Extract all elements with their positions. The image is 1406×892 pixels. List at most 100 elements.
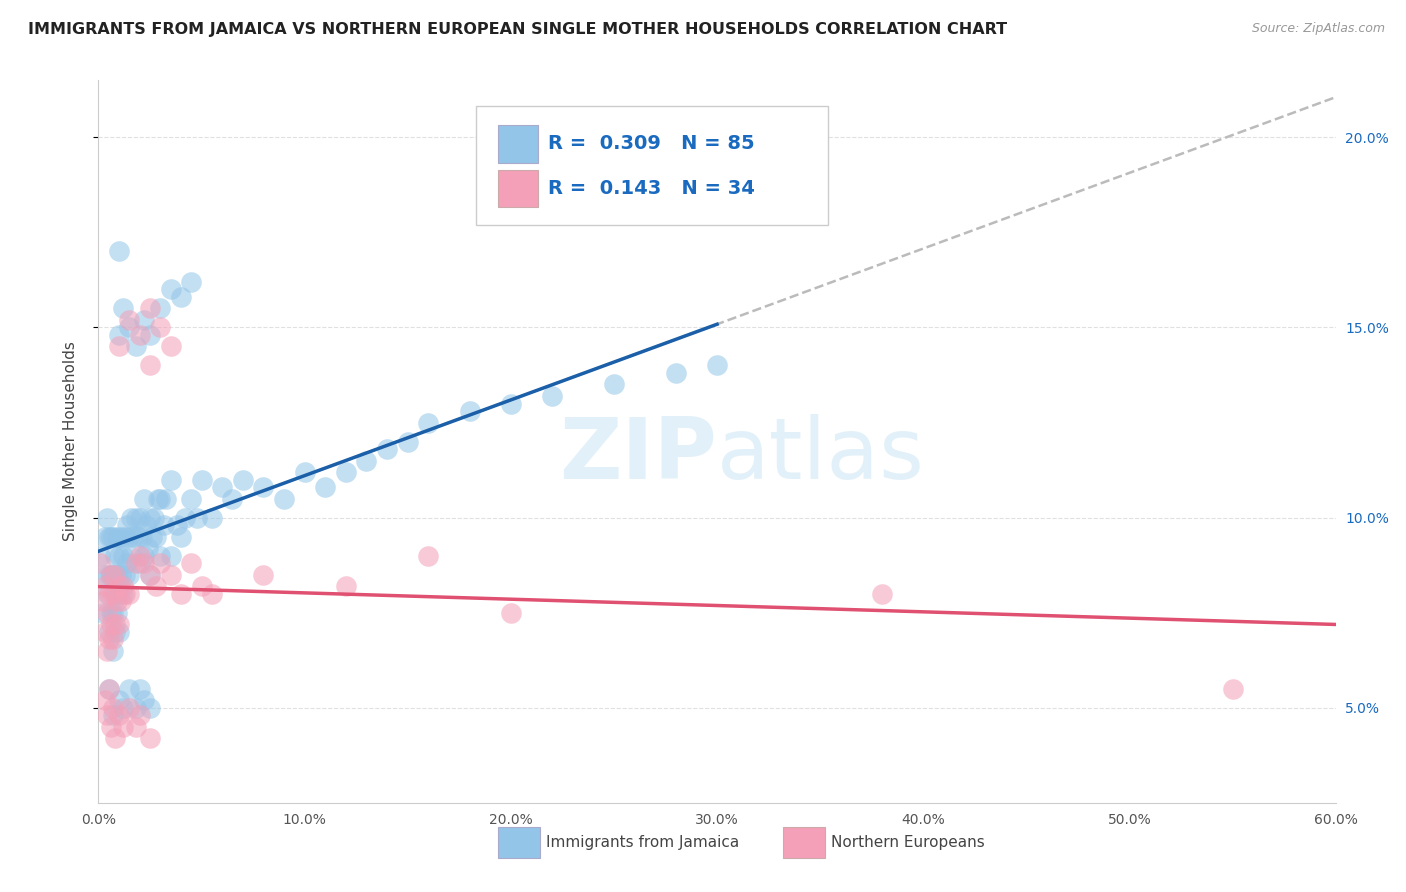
Point [118, 313, 141, 327]
FancyBboxPatch shape [783, 827, 825, 858]
Point [132, 549, 155, 563]
Point [108, 549, 131, 563]
Point [128, 549, 150, 563]
Point [139, 567, 162, 582]
Point [100, 567, 122, 582]
Text: atlas: atlas [717, 415, 925, 498]
Point [93, 530, 115, 544]
Point [139, 328, 162, 343]
Point [118, 700, 141, 714]
Point [190, 579, 212, 593]
Point [128, 510, 150, 524]
Point [100, 567, 122, 582]
Text: Northern Europeans: Northern Europeans [831, 835, 984, 850]
Point [153, 518, 176, 533]
Point [118, 320, 141, 334]
Point [104, 567, 127, 582]
Point [110, 530, 132, 544]
Point [136, 541, 159, 555]
Point [112, 549, 135, 563]
Point [108, 617, 131, 632]
Point [112, 301, 135, 316]
Point [108, 244, 131, 259]
Point [159, 567, 181, 582]
Point [101, 567, 124, 582]
Point [180, 491, 202, 506]
Point [112, 587, 135, 601]
Point [603, 377, 626, 392]
Point [132, 693, 155, 707]
Point [105, 567, 128, 582]
Point [128, 681, 150, 696]
Point [211, 480, 233, 494]
Point [89, 549, 111, 563]
Point [97, 681, 120, 696]
Point [149, 320, 172, 334]
Point [97, 587, 120, 601]
Point [112, 579, 135, 593]
Point [273, 491, 295, 506]
Point [97, 567, 120, 582]
Point [141, 530, 163, 544]
Point [132, 313, 155, 327]
Point [91, 594, 114, 608]
Point [120, 549, 142, 563]
Point [375, 442, 398, 457]
Point [135, 518, 157, 533]
Point [112, 720, 135, 734]
Point [108, 693, 131, 707]
Point [458, 404, 481, 418]
Point [100, 530, 122, 544]
Point [149, 549, 172, 563]
Point [120, 510, 142, 524]
Point [159, 549, 181, 563]
Point [104, 617, 127, 632]
Point [170, 290, 193, 304]
Point [155, 491, 177, 506]
Point [104, 587, 127, 601]
Point [101, 643, 124, 657]
Point [139, 700, 162, 714]
Point [124, 700, 146, 714]
Point [139, 731, 162, 746]
FancyBboxPatch shape [498, 169, 537, 208]
Point [96, 643, 118, 657]
Point [100, 606, 122, 620]
Point [124, 720, 146, 734]
Point [97, 530, 120, 544]
Point [101, 587, 124, 601]
Point [108, 328, 131, 343]
Point [97, 681, 120, 696]
Point [201, 587, 224, 601]
Point [96, 587, 118, 601]
Point [148, 491, 170, 506]
Point [105, 594, 128, 608]
Point [114, 530, 136, 544]
Point [418, 549, 440, 563]
Point [96, 510, 118, 524]
FancyBboxPatch shape [498, 827, 540, 858]
Text: IMMIGRANTS FROM JAMAICA VS NORTHERN EUROPEAN SINGLE MOTHER HOUSEHOLDS CORRELATIO: IMMIGRANTS FROM JAMAICA VS NORTHERN EURO… [28, 22, 1007, 37]
Point [89, 556, 111, 570]
Point [112, 700, 135, 714]
Text: Source: ZipAtlas.com: Source: ZipAtlas.com [1251, 22, 1385, 36]
Point [124, 556, 146, 570]
Point [139, 301, 162, 316]
Point [118, 587, 141, 601]
Point [145, 579, 167, 593]
Point [104, 624, 127, 639]
Point [93, 624, 115, 639]
Point [118, 567, 141, 582]
Point [541, 389, 564, 403]
Point [139, 510, 162, 524]
Point [174, 510, 197, 524]
Point [159, 339, 181, 353]
Point [96, 606, 118, 620]
Point [128, 708, 150, 723]
Point [97, 632, 120, 647]
Point [186, 510, 208, 524]
Point [145, 530, 167, 544]
FancyBboxPatch shape [475, 105, 828, 225]
Point [93, 567, 115, 582]
Point [108, 579, 131, 593]
